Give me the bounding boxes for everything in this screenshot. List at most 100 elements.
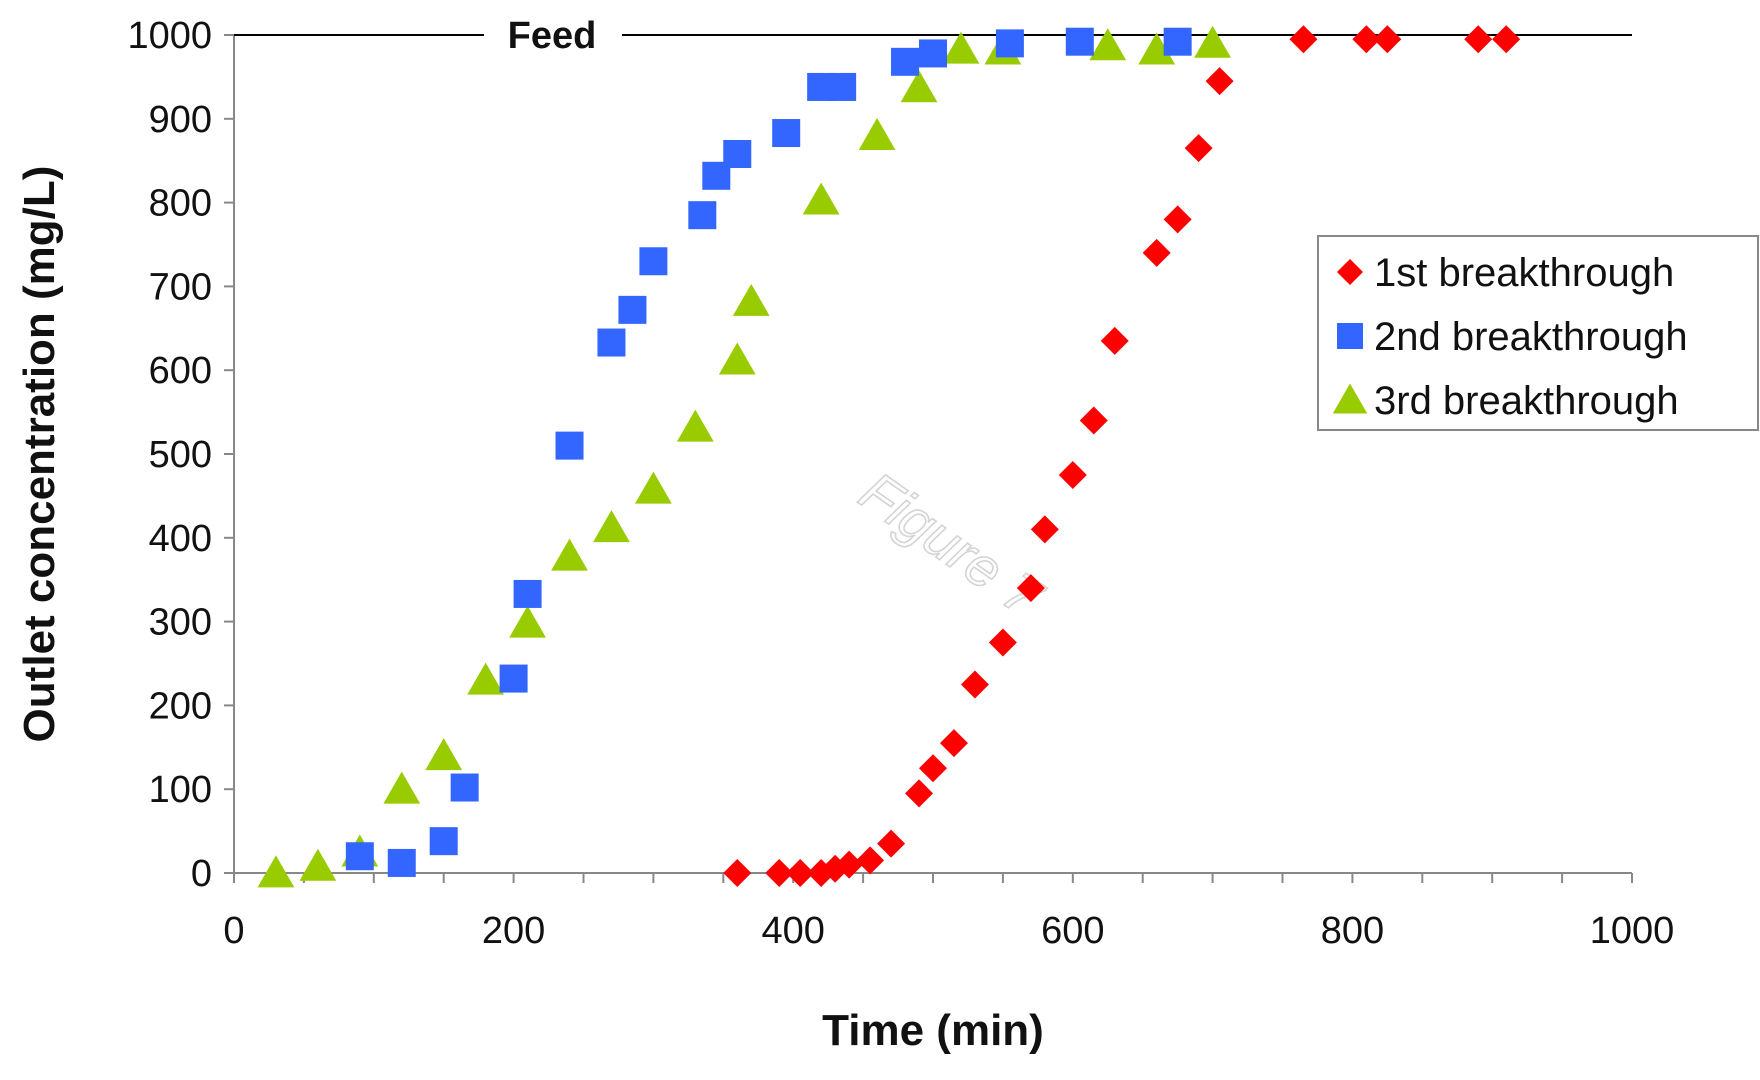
x-tick-label: 0: [223, 910, 244, 952]
data-point-diamond: [1079, 406, 1108, 435]
legend-box: [1317, 235, 1759, 431]
data-point-diamond: [1058, 460, 1087, 489]
data-point-diamond: [1030, 515, 1059, 544]
y-tick-label: 0: [191, 853, 212, 895]
data-point-triangle: [635, 471, 672, 504]
feed-label: Feed: [508, 15, 597, 57]
data-point-square: [919, 39, 947, 68]
data-point-triangle: [425, 738, 463, 771]
data-point-diamond: [786, 859, 815, 887]
data-point-triangle: [858, 117, 896, 150]
x-tick-label: 400: [761, 910, 824, 952]
data-point-diamond: [1100, 326, 1129, 355]
y-tick-label: 300: [149, 602, 212, 644]
data-point-square: [499, 664, 528, 693]
data-point-square: [1065, 27, 1094, 56]
data-point-diamond: [1142, 238, 1171, 267]
data-point-square: [450, 773, 479, 802]
data-point-square: [828, 72, 857, 101]
data-point-diamond: [1492, 25, 1521, 54]
data-point-triangle: [1089, 28, 1127, 61]
data-point-diamond: [1184, 134, 1213, 163]
data-point-square: [688, 201, 717, 230]
data-point-triangle: [676, 409, 714, 442]
data-point-square: [387, 848, 416, 877]
data-point-diamond: [1205, 67, 1234, 96]
data-point-diamond: [988, 628, 1017, 657]
legend-marker-triangle: [1332, 383, 1368, 414]
watermark-text: Figure 7: [849, 459, 1055, 630]
axes: 0 100 200 300 400 500 600 700 800 900 1000 0 200 400 6…: [127, 15, 1674, 952]
data-point-triangle: [942, 31, 980, 64]
data-point-triangle: [802, 182, 840, 215]
y-tick-label: 100: [149, 769, 212, 811]
data-point-triangle: [1138, 32, 1176, 65]
data-point-square: [429, 827, 458, 856]
data-point-diamond: [905, 779, 934, 808]
y-tick-label: 400: [149, 518, 212, 560]
x-axis-title: Time (min): [822, 1006, 1044, 1055]
y-tick-label: 800: [149, 183, 212, 225]
data-point-square: [597, 328, 626, 357]
legend: 1st breakthrough 2nd breakthrough 3rd brea…: [1317, 235, 1759, 431]
y-tick-label: 200: [149, 685, 212, 727]
data-point-square: [618, 295, 647, 324]
y-tick-label: 600: [149, 350, 212, 392]
data-point-square: [1163, 27, 1192, 56]
data-point-diamond: [765, 859, 794, 887]
legend-marker-diamond: [1337, 259, 1363, 285]
data-point-diamond: [1464, 25, 1493, 54]
legend-label: 2nd breakthrough: [1374, 315, 1688, 359]
data-point-square: [995, 29, 1024, 58]
legend-label: 3rd breakthrough: [1374, 379, 1679, 423]
data-point-triangle: [299, 848, 337, 881]
data-point-square: [513, 579, 542, 608]
legend-marker-square: [1337, 323, 1363, 349]
data-point-triangle: [509, 605, 546, 638]
data-point-triangle: [257, 855, 295, 888]
watermark: Figure 7: [848, 459, 1056, 631]
data-point-square: [639, 247, 668, 276]
y-tick-label: 1000: [127, 15, 212, 57]
data-point-diamond: [919, 754, 947, 783]
legend-item: 1st breakthrough: [1337, 251, 1674, 295]
data-point-diamond: [1163, 205, 1192, 234]
series-2: [345, 27, 1192, 877]
data-point-diamond: [877, 829, 906, 858]
y-tick-label: 500: [149, 434, 212, 476]
y-tick-label: 700: [149, 266, 212, 308]
series-layer: [257, 25, 1521, 888]
legend-item: 3rd breakthrough: [1332, 379, 1679, 423]
y-tick-label: 900: [149, 99, 212, 141]
legend-label: 1st breakthrough: [1374, 251, 1674, 295]
data-point-square: [891, 47, 920, 76]
data-point-square: [345, 842, 374, 871]
data-point-triangle: [1194, 25, 1231, 58]
feed-reference-line: Feed: [234, 15, 1632, 57]
data-point-square: [772, 119, 801, 148]
x-tick-label: 1000: [1590, 910, 1675, 952]
data-point-triangle: [551, 538, 588, 571]
x-tick-label: 600: [1041, 910, 1104, 952]
data-point-triangle: [467, 662, 505, 695]
x-tick-label: 200: [482, 910, 545, 952]
data-point-square: [555, 431, 584, 460]
data-point-diamond: [960, 670, 989, 699]
legend-item: 2nd breakthrough: [1337, 315, 1688, 359]
x-tick-label: 800: [1321, 910, 1384, 952]
series-1: [723, 25, 1521, 887]
data-point-triangle: [718, 342, 756, 375]
data-point-triangle: [383, 771, 421, 804]
data-point-triangle: [900, 70, 938, 103]
data-point-triangle: [593, 510, 630, 543]
data-point-square: [723, 139, 752, 168]
y-axis-title: Outlet concentration (mg/L): [15, 166, 64, 743]
data-point-diamond: [856, 846, 885, 875]
data-point-diamond: [1352, 25, 1381, 54]
data-point-diamond: [723, 859, 752, 887]
data-point-diamond: [835, 850, 864, 879]
data-point-triangle: [732, 283, 770, 316]
data-point-diamond: [939, 729, 968, 758]
data-point-diamond: [1289, 25, 1318, 54]
